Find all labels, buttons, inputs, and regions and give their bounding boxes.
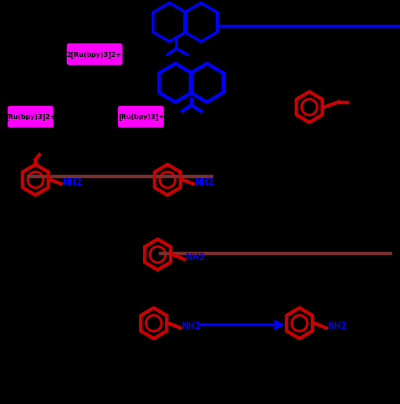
Text: [Ru(bpy)3]+: [Ru(bpy)3]+ (118, 113, 164, 120)
FancyBboxPatch shape (119, 107, 163, 127)
FancyBboxPatch shape (8, 107, 53, 127)
Text: 2[Ru(bpy)3]2+: 2[Ru(bpy)3]2+ (67, 50, 122, 58)
Text: [Ru(bpy)3]2+: [Ru(bpy)3]2+ (5, 113, 56, 120)
FancyBboxPatch shape (68, 44, 122, 64)
Text: NH2: NH2 (62, 178, 82, 187)
Text: NH2: NH2 (182, 322, 202, 330)
Text: NH2: NH2 (186, 253, 205, 262)
Text: NH2: NH2 (328, 322, 347, 330)
Text: NH2: NH2 (194, 178, 214, 187)
